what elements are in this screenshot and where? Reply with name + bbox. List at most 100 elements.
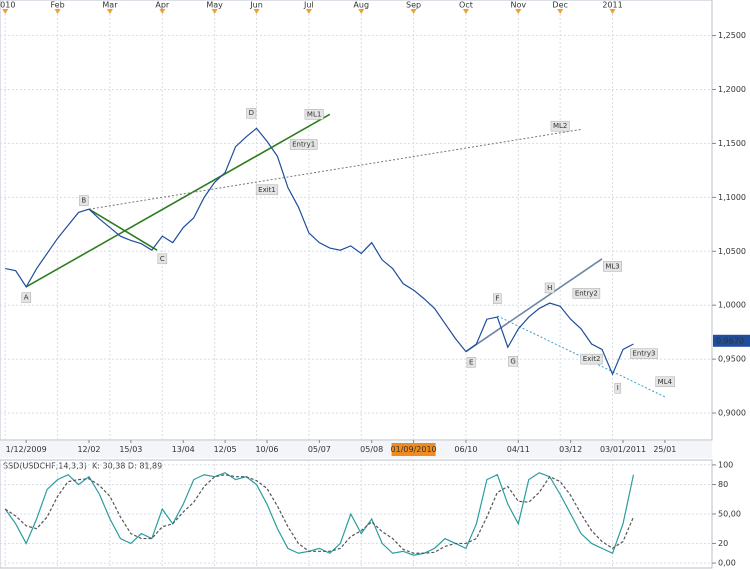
- annotation-box: [255, 184, 279, 196]
- annotation: ML1: [307, 110, 321, 118]
- annotation-box: [304, 109, 324, 120]
- month-label: Feb: [51, 1, 65, 10]
- x-tick-label: 25/01: [653, 445, 676, 454]
- annotation-box: [614, 382, 622, 394]
- y-tick-label: 80: [718, 480, 728, 489]
- trend-line: [25, 113, 331, 288]
- price-pane: [0, 0, 713, 441]
- month-label: Jul: [303, 1, 314, 10]
- annotation-box: [246, 107, 257, 119]
- annotation-box: [493, 293, 502, 304]
- annotation: Entry2: [575, 289, 598, 297]
- stoch-title: SSD(USDCHF,14,3,3): [3, 462, 87, 471]
- annotation: ML2: [553, 122, 567, 130]
- annotation-box: [466, 357, 476, 368]
- trend-line: [465, 258, 603, 353]
- y-tick-label: 20: [718, 539, 728, 548]
- y-tick-label: 1,2000: [718, 85, 746, 94]
- y-tick-label: 0,00: [718, 559, 736, 568]
- x-tick-label: 15/03: [119, 445, 142, 454]
- y-tick-label: 1,1000: [718, 193, 746, 202]
- month-label: Mar: [102, 1, 118, 10]
- annotation: Entry1: [292, 141, 315, 149]
- x-tick-label: 01/09/2010: [391, 445, 437, 454]
- annotation-box: [580, 353, 603, 365]
- annotation-box: [544, 282, 555, 294]
- x-tick-label: 13/04: [172, 445, 195, 454]
- annotation-box: [572, 288, 601, 299]
- month-label: Oct: [459, 1, 473, 10]
- x-tick-label: 1/12/2009: [6, 445, 47, 454]
- month-marker: [358, 9, 365, 14]
- month-marker: [2, 9, 9, 14]
- y-tick-label: 1,2500: [718, 31, 746, 40]
- month-label: Nov: [510, 1, 526, 10]
- month-marker: [609, 9, 616, 14]
- y-tick-label: 0,9500: [718, 355, 746, 364]
- month-marker: [253, 9, 260, 14]
- annotation: A: [24, 294, 29, 302]
- x-tick-label: 06/10: [454, 445, 477, 454]
- annotation: B: [81, 197, 86, 205]
- x-highlight: [391, 443, 436, 456]
- y-tick-label: 0,9000: [718, 409, 746, 418]
- series-line: [4, 472, 635, 556]
- last-price-tag: [713, 334, 750, 347]
- annotation: Entry3: [632, 350, 655, 358]
- x-tick-label: 12/05: [214, 445, 237, 454]
- annotation-box: [157, 253, 168, 265]
- series-line: [5, 127, 634, 376]
- month-marker: [305, 9, 312, 14]
- month-label: Aug: [353, 1, 369, 10]
- annotation-box: [289, 139, 318, 150]
- annotation: ML3: [605, 262, 619, 270]
- trend-line: [88, 208, 158, 251]
- month-marker: [54, 9, 61, 14]
- annotation: I: [617, 384, 619, 392]
- annotation: C: [160, 255, 165, 263]
- x-tick-label: 03/12: [559, 445, 582, 454]
- annotation-box: [550, 120, 570, 132]
- month-marker: [159, 9, 166, 14]
- y-tick-label: 50,00: [718, 510, 741, 519]
- month-label: 2011: [602, 1, 622, 10]
- annotation-box: [655, 376, 675, 388]
- month-label: Sep: [406, 1, 421, 10]
- month-marker: [106, 9, 113, 14]
- annotation: E: [469, 358, 473, 366]
- x-tick-label: 05/07: [308, 445, 331, 454]
- annotation-box: [21, 292, 32, 303]
- y-tick-label: 1,0500: [718, 247, 746, 256]
- month-label: May: [206, 1, 223, 10]
- month-label: Dec: [552, 1, 567, 10]
- y-tick-label: 100: [718, 460, 733, 469]
- x-tick-label: 03/01/2011: [600, 445, 646, 454]
- month-marker: [462, 9, 469, 14]
- y-tick-label: 1,1500: [718, 139, 746, 148]
- annotation-box: [630, 348, 658, 359]
- last-price-label: 0,9670: [716, 336, 744, 345]
- trend-line: [88, 128, 582, 210]
- x-tick-label: 05/08: [360, 445, 383, 454]
- annotation: H: [547, 284, 552, 292]
- x-axis-strip: [0, 441, 712, 458]
- month-marker: [515, 9, 522, 14]
- x-tick-label: 04/11: [507, 445, 530, 454]
- annotation: F: [495, 295, 499, 303]
- annotation-box: [79, 195, 89, 206]
- stoch-values: K: 30,38 D: 81,89: [92, 462, 162, 471]
- annotation: Exit1: [258, 186, 276, 194]
- y-tick-label: 1,0000: [718, 301, 746, 310]
- month-label: Apr: [155, 1, 170, 10]
- x-tick-label: 12/02: [77, 445, 100, 454]
- annotation: Exit2: [583, 355, 601, 363]
- annotation: D: [249, 109, 254, 117]
- annotation: ML4: [658, 378, 673, 386]
- month-label: Jun: [249, 1, 263, 10]
- series-line: [4, 474, 635, 554]
- annotation: G: [510, 357, 515, 365]
- month-label: 2010: [0, 1, 15, 10]
- month-marker: [410, 9, 417, 14]
